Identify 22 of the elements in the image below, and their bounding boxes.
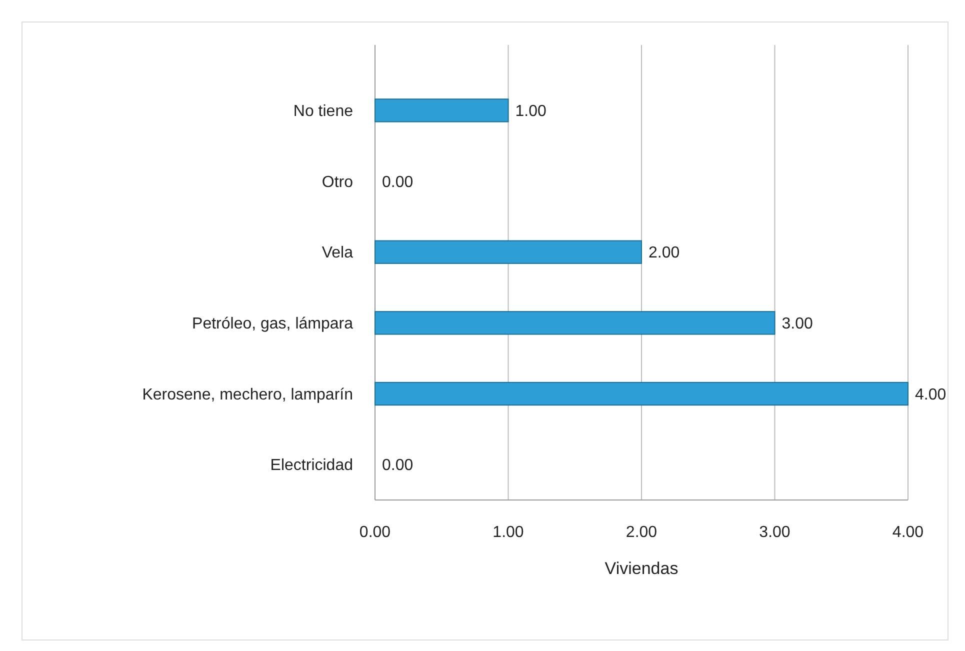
y-tick-label: Vela [322,244,354,262]
y-tick-label: Kerosene, mechero, lamparín [142,386,353,404]
x-tick-label: 1.00 [492,524,524,541]
data-label: 4.00 [915,386,946,404]
y-tick-label: Petróleo, gas, lámpara [192,316,354,333]
data-label: 3.00 [782,316,813,333]
bar [374,98,509,122]
x-tick-label: 2.00 [626,524,658,541]
x-tick-label: 4.00 [892,524,924,541]
y-tick-label: Electricidad [270,457,353,474]
x-tick-label: 0.00 [359,524,391,541]
bar [374,240,642,264]
x-axis-title: Viviendas [604,559,678,578]
data-label: 2.00 [648,244,680,262]
bar [374,311,776,335]
data-label: 1.00 [515,103,546,120]
y-tick-label: Otro [322,174,354,191]
data-label: 0.00 [382,174,414,191]
data-label: 0.00 [382,457,414,474]
bar [374,382,908,406]
y-tick-label: No tiene [293,103,354,120]
x-tick-label: 3.00 [759,524,790,541]
